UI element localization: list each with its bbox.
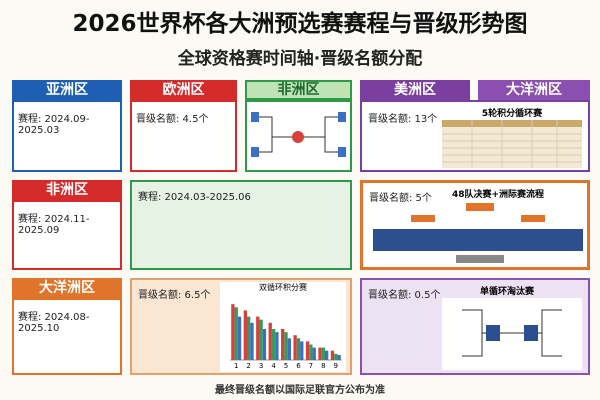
panel: 赛程: 2024.11-2025.09	[12, 200, 122, 270]
bar	[324, 350, 329, 360]
bar	[237, 316, 242, 360]
chart-title: 5轮积分循环赛	[481, 109, 543, 119]
header-oceania: 大洋洲区	[478, 80, 590, 100]
bar	[250, 322, 254, 360]
header-africa-2: 非洲区	[12, 180, 122, 200]
x-tick-label: 7	[309, 362, 313, 370]
bracket-icon	[442, 298, 582, 370]
chart-title: 双循环积分赛	[259, 282, 307, 292]
table-icon	[442, 120, 582, 168]
x-tick-label: 2	[246, 362, 250, 370]
title: 2026世界杯各大洲预选赛赛程与晋级形势图	[72, 11, 528, 37]
x-tick-label: 1	[234, 362, 238, 370]
panel: 晋级名额: 4.5个	[130, 100, 237, 172]
text: 晋级名额: 0.5个	[368, 290, 441, 301]
panel: 赛程: 2024.08-2025.10	[12, 298, 122, 375]
bar	[337, 355, 341, 360]
text: 赛程: 2024.11-2025.09	[18, 214, 90, 236]
panel: 赛程: 2024.03-2025.06	[130, 180, 352, 270]
bar	[284, 332, 288, 360]
header-africa: 非洲区	[245, 80, 352, 100]
header-europe: 欧洲区	[130, 80, 237, 100]
panel: 晋级名额: 13个 5轮积分循环赛	[360, 100, 590, 172]
chart-title: 单循环淘汰赛	[479, 287, 534, 297]
text: 晋级名额: 13个	[368, 114, 438, 125]
bar	[318, 347, 322, 360]
x-tick-label: 3	[259, 362, 263, 370]
text: 赛程: 2024.09-2025.03	[18, 114, 90, 136]
bar	[262, 329, 267, 360]
header-asia: 亚洲区	[12, 80, 122, 100]
bar	[247, 316, 251, 360]
panel: 晋级名额: 0.5个 单循环淘汰赛	[360, 278, 590, 375]
panel: 晋级名额: 5个 48队决赛+洲际赛流程	[360, 180, 590, 270]
panel: 赛程: 2024.09-2025.03	[12, 100, 122, 172]
header-oceania-2: 大洋洲区	[12, 278, 122, 298]
x-tick-label: 6	[296, 362, 301, 370]
bar	[321, 347, 325, 360]
bracket-icon	[251, 112, 346, 157]
header-americas: 美洲区	[360, 80, 470, 100]
bar	[234, 307, 238, 360]
bar	[293, 335, 297, 360]
bar-chart: 双循环积分赛 1 2 3 4 5 6 7 8 9	[220, 282, 346, 372]
panel	[245, 100, 352, 172]
bar	[268, 322, 272, 360]
footer: 最终晋级名额以国际足联官方公布为准	[215, 385, 385, 396]
text: 赛程: 2024.03-2025.06	[138, 192, 251, 203]
flow-icon	[373, 203, 583, 263]
bar	[231, 304, 235, 360]
bar	[256, 316, 260, 360]
bar	[312, 347, 316, 360]
text: 晋级名额: 6.5个	[138, 290, 211, 301]
bar	[243, 310, 248, 360]
x-tick-label: 5	[284, 362, 288, 370]
x-tick-label: 8	[321, 362, 325, 370]
text: 晋级名额: 5个	[369, 193, 432, 204]
bar	[296, 338, 301, 360]
x-tick-label: 4	[271, 362, 276, 370]
bar	[300, 341, 304, 360]
bar	[334, 353, 338, 360]
x-tick-label: 9	[334, 362, 338, 370]
bar	[271, 329, 276, 360]
bar	[309, 344, 313, 360]
bar	[287, 338, 291, 360]
text: 晋级名额: 4.5个	[136, 114, 209, 125]
bar	[330, 350, 335, 360]
bar	[259, 319, 263, 360]
text: 赛程: 2024.08-2025.10	[18, 312, 90, 334]
bar	[305, 341, 310, 360]
bar	[275, 332, 279, 360]
chart-title: 48队决赛+洲际赛流程	[451, 190, 545, 200]
subtitle: 全球资格赛时间轴·晋级名额分配	[177, 49, 423, 69]
bar	[281, 329, 285, 360]
